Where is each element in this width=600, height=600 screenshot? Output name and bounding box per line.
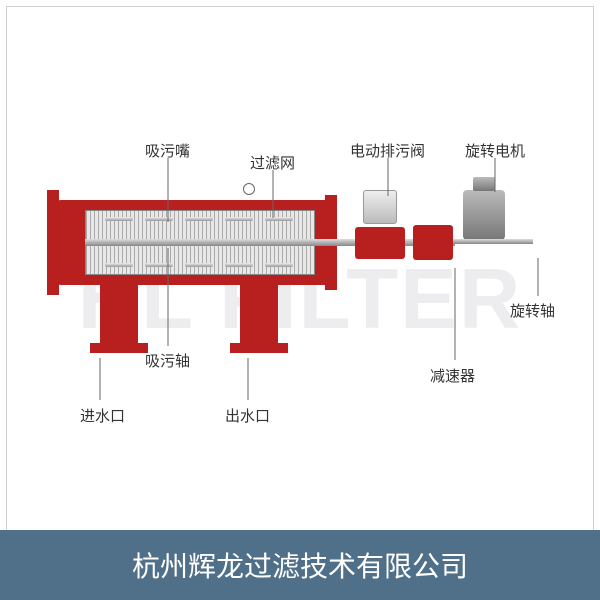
footer-bar: 杭州辉龙过滤技术有限公司 <box>0 530 600 600</box>
company-name: 杭州辉龙过滤技术有限公司 <box>132 545 468 585</box>
leader-lines <box>0 0 600 600</box>
